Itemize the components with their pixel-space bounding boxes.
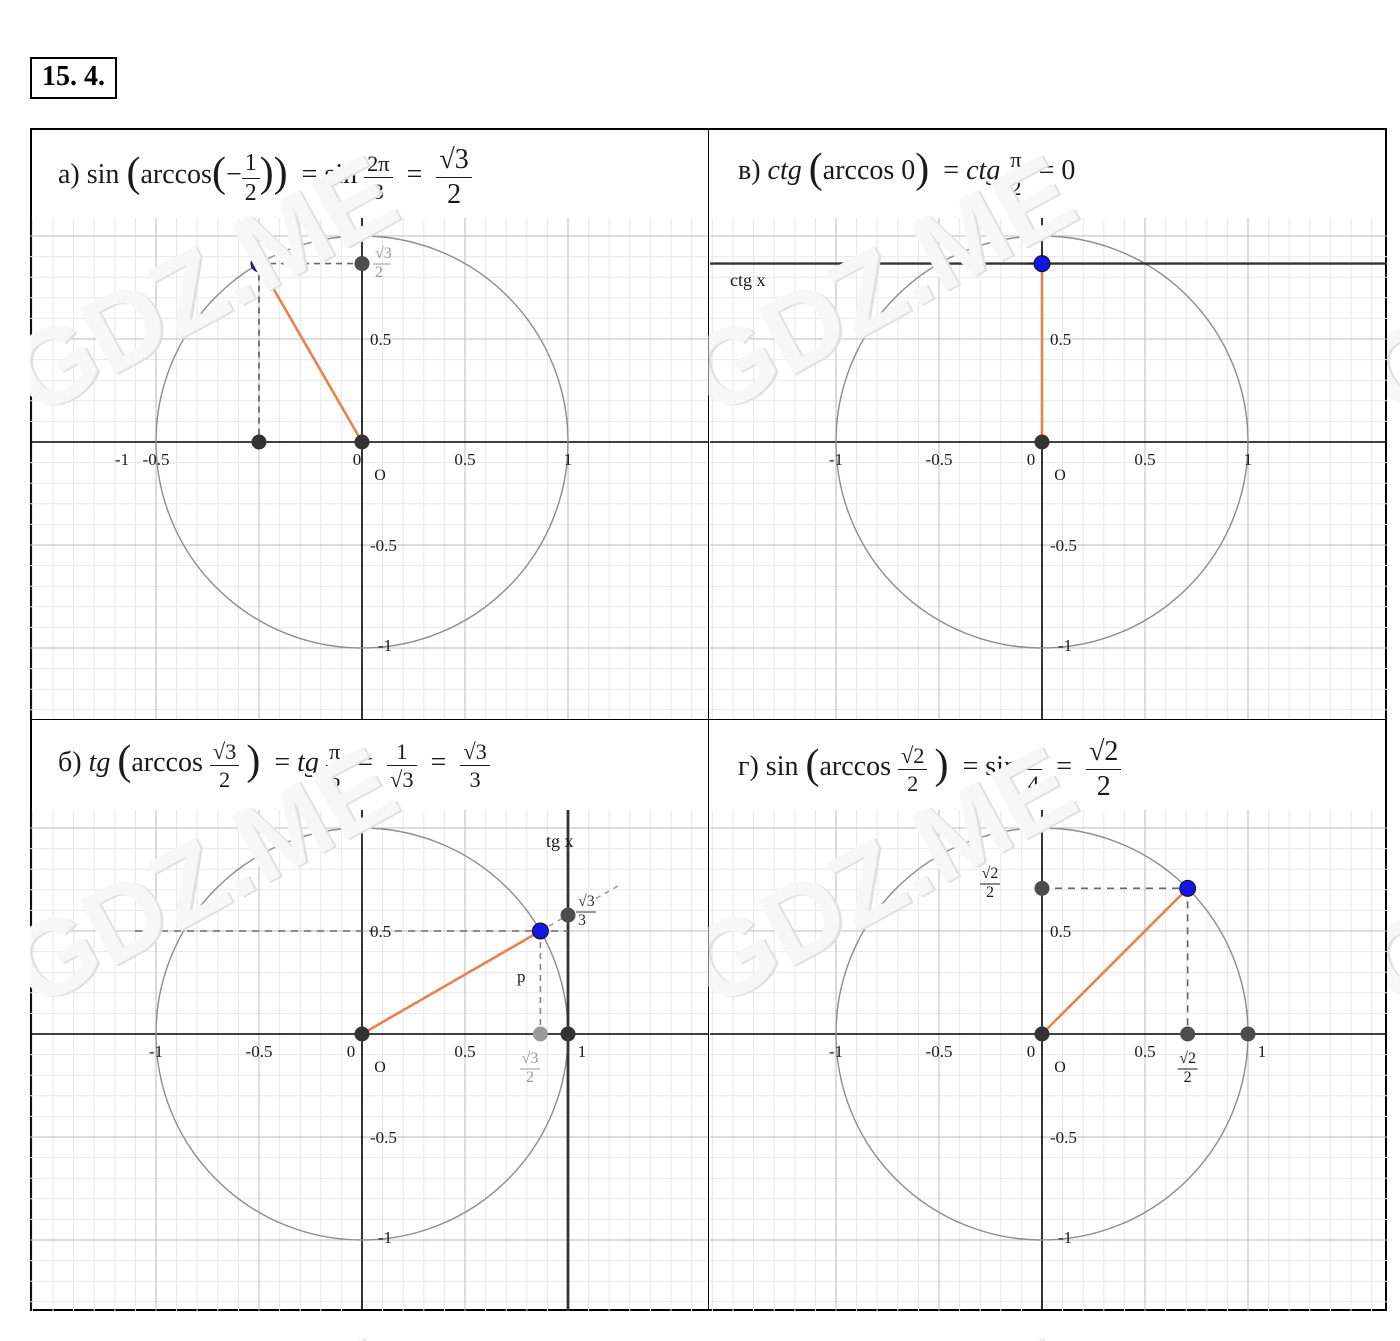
svg-text:-1: -1 [378, 1228, 392, 1247]
svg-text:-0.5: -0.5 [1050, 536, 1077, 555]
svg-text:-0.5: -0.5 [1050, 1128, 1077, 1147]
svg-text:-1: -1 [378, 636, 392, 655]
svg-text:0: 0 [1027, 450, 1036, 469]
svg-text:O: O [1054, 1059, 1066, 1076]
svg-text:1: 1 [1258, 1042, 1267, 1061]
svg-text:√2: √2 [982, 865, 999, 882]
svg-text:0.5: 0.5 [1134, 450, 1155, 469]
svg-text:-0.5: -0.5 [926, 1042, 953, 1061]
svg-text:2: 2 [375, 264, 383, 281]
svg-text:-1: -1 [1058, 636, 1072, 655]
svg-text:0.5: 0.5 [370, 330, 391, 349]
svg-text:-1: -1 [829, 1042, 843, 1061]
svg-text:1: 1 [578, 1042, 587, 1061]
svg-text:0.5: 0.5 [1134, 1042, 1155, 1061]
svg-text:2: 2 [526, 1069, 534, 1086]
svg-text:0: 0 [1027, 1042, 1036, 1061]
svg-text:ctg x: ctg x [730, 270, 766, 290]
svg-text:0.5: 0.5 [1050, 922, 1071, 941]
svg-text:tg x: tg x [546, 831, 574, 851]
svg-text:p: p [517, 967, 526, 986]
svg-text:O: O [374, 1059, 386, 1076]
svg-text:-0.5: -0.5 [926, 450, 953, 469]
svg-text:√2: √2 [1179, 1050, 1196, 1067]
svg-text:1: 1 [338, 218, 347, 235]
svg-text:1: 1 [1244, 450, 1253, 469]
svg-text:0.5: 0.5 [1050, 330, 1071, 349]
svg-text:√3: √3 [522, 1050, 539, 1067]
svg-text:2: 2 [1184, 1069, 1192, 1086]
svg-text:-0.5: -0.5 [370, 1128, 397, 1147]
svg-text:-0.5: -0.5 [370, 536, 397, 555]
svg-text:0.5: 0.5 [454, 1042, 475, 1061]
svg-text:-1: -1 [115, 450, 129, 469]
svg-text:3: 3 [578, 912, 586, 929]
svg-text:-1: -1 [149, 1042, 163, 1061]
svg-text:-1: -1 [829, 450, 843, 469]
svg-text:1: 1 [564, 450, 573, 469]
svg-text:0: 0 [347, 1042, 356, 1061]
svg-text:2: 2 [986, 884, 994, 901]
svg-text:O: O [374, 467, 386, 484]
svg-text:-1: -1 [1058, 1228, 1072, 1247]
svg-text:O: O [1054, 467, 1066, 484]
svg-text:-0.5: -0.5 [246, 1042, 273, 1061]
svg-text:1: 1 [1018, 810, 1027, 827]
svg-text:-0.5: -0.5 [143, 450, 170, 469]
svg-text:0: 0 [353, 450, 362, 469]
svg-text:0.5: 0.5 [454, 450, 475, 469]
svg-text:1: 1 [338, 810, 347, 827]
svg-text:√3: √3 [578, 893, 595, 910]
svg-text:0.5: 0.5 [370, 922, 391, 941]
svg-text:√3: √3 [375, 245, 392, 262]
